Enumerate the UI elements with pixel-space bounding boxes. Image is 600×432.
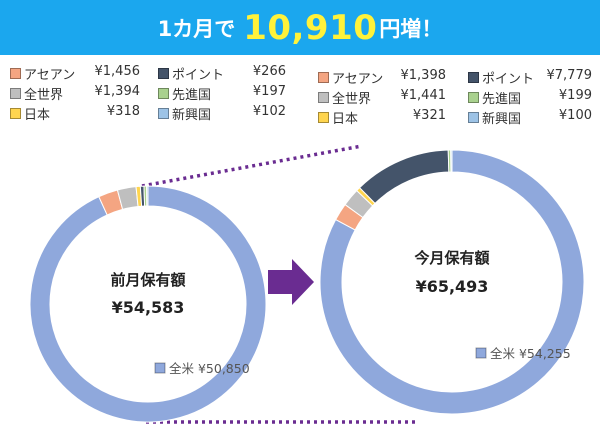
legend-value: ¥197 [252, 84, 286, 99]
legend-value: ¥266 [252, 64, 286, 79]
legend-label: 先進国 [482, 92, 522, 107]
donut-slice [29, 185, 267, 423]
slice-label: 全米 ¥54,255 [490, 346, 571, 361]
legend-current-month: アセアン ¥1,398 ポイント ¥7,779 全世界 ¥1,441 先進国 ¥199 日本 ¥3… [318, 68, 600, 128]
legend-label: 日本 [24, 108, 51, 123]
legend-item: 新興国 [158, 104, 211, 123]
legend-swatch [468, 92, 479, 103]
legend-swatch [158, 88, 169, 99]
legend-value: ¥1,456 [94, 64, 141, 79]
donut-previous-month: 前月保有額 ¥54,583 全米 ¥50,850 [29, 185, 267, 423]
legend-swatch [10, 68, 21, 79]
legend-label: 日本 [332, 112, 359, 127]
legend-label: アセアン [24, 68, 76, 83]
legend-value: ¥199 [558, 88, 592, 103]
legend-item: 日本 [318, 108, 358, 127]
legend-item: ポイント [468, 68, 534, 87]
donut-slice [146, 185, 149, 207]
legend-swatch [468, 112, 479, 123]
donut-slice [319, 149, 585, 415]
legend-item: 全世界 [10, 84, 63, 103]
legend-swatch [158, 108, 169, 119]
header-banner: 1カ月で 10,910 円増！ [0, 0, 600, 55]
legend-value: ¥1,441 [400, 88, 447, 103]
legend-value: ¥1,398 [400, 68, 447, 83]
donut-slice [358, 149, 450, 205]
legend-value: ¥7,779 [546, 68, 593, 83]
legend-value: ¥102 [252, 104, 286, 119]
legend-label: アセアン [332, 72, 384, 87]
donut-slice [450, 149, 453, 173]
connector-top-line [141, 144, 363, 188]
legend-label: 全世界 [332, 92, 372, 107]
legend-label: ポイント [172, 68, 225, 83]
legend-value: ¥318 [106, 104, 140, 119]
center-value: ¥65,493 [416, 277, 489, 296]
legend-label: ポイント [482, 72, 535, 87]
donut-current-month: 今月保有額 ¥65,493 全米 ¥54,255 [319, 149, 585, 415]
slice-label: 全米 ¥50,850 [169, 361, 250, 376]
legend-label: 先進国 [172, 88, 212, 103]
legend-label: 全世界 [24, 88, 64, 103]
slice-label-swatch [154, 362, 166, 374]
legend-item: アセアン [10, 64, 75, 83]
legend-swatch [10, 88, 21, 99]
slice-label-swatch [475, 347, 487, 359]
banner-prefix: 1カ月で [157, 16, 236, 41]
center-title: 前月保有額 [110, 271, 185, 289]
legend-swatch [468, 72, 479, 83]
arrow-icon [268, 259, 314, 305]
legend-value: ¥100 [558, 108, 592, 123]
center-title: 今月保有額 [413, 249, 489, 267]
banner-amount: 10,910 [243, 7, 378, 48]
legend-value: ¥1,394 [94, 84, 141, 99]
legend-item: 先進国 [158, 84, 211, 103]
legend-swatch [158, 68, 169, 79]
legend-swatch [318, 112, 329, 123]
legend-item: アセアン [318, 68, 383, 87]
legend-previous-month: アセアン ¥1,456 ポイント ¥266 全世界 ¥1,394 先進国 ¥197 日本 ¥318… [10, 64, 300, 124]
legend-item: ポイント [158, 64, 224, 83]
legend-label: 新興国 [482, 112, 522, 127]
legend-item: 新興国 [468, 108, 521, 127]
legend-swatch [10, 108, 21, 119]
legend-swatch [318, 92, 329, 103]
legend-item: 先進国 [468, 88, 521, 107]
banner-suffix: 円増！ [379, 16, 443, 41]
legend-value: ¥321 [412, 108, 446, 123]
legend-item: 全世界 [318, 88, 371, 107]
center-value: ¥54,583 [112, 298, 185, 317]
legend-item: 日本 [10, 104, 50, 123]
legend-swatch [318, 72, 329, 83]
legend-label: 新興国 [172, 108, 212, 123]
